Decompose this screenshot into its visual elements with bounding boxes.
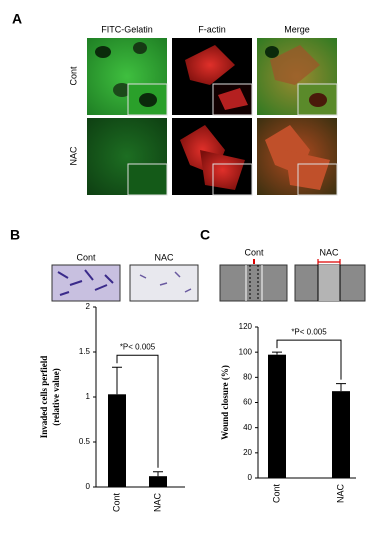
y-tick-label: 1.5 bbox=[79, 347, 91, 356]
annotation: *P< 0.005 bbox=[291, 327, 327, 336]
y-tick-label: 0 bbox=[86, 482, 91, 491]
column-label: F-actin bbox=[198, 24, 226, 34]
image-label: NAC bbox=[319, 247, 339, 257]
error-bar bbox=[336, 383, 346, 392]
column-label: Merge bbox=[284, 24, 310, 34]
image-label: Cont bbox=[76, 252, 96, 262]
y-tick-label: 1 bbox=[86, 392, 91, 401]
error-bar bbox=[153, 471, 163, 477]
micrographs bbox=[51, 264, 199, 302]
micrographs bbox=[219, 259, 366, 302]
bar bbox=[149, 476, 167, 487]
y-tick-label: 20 bbox=[243, 448, 252, 457]
column-label: FITC-Gelatin bbox=[101, 24, 153, 34]
y-tick-label: 120 bbox=[239, 322, 253, 331]
bar bbox=[332, 391, 350, 478]
bar bbox=[268, 354, 286, 478]
panel-label: A bbox=[12, 11, 22, 27]
error-bar bbox=[272, 351, 282, 355]
x-tick-label: Cont bbox=[271, 484, 281, 504]
significance-bracket bbox=[116, 354, 159, 468]
bar bbox=[108, 394, 126, 487]
annotation: *P< 0.005 bbox=[120, 342, 156, 351]
y-tick-label: 0 bbox=[248, 473, 253, 482]
image-label: Cont bbox=[244, 247, 264, 257]
row-label: Cont bbox=[68, 66, 78, 86]
y-tick-label: 80 bbox=[243, 372, 252, 381]
x-tick-label: Cont bbox=[111, 493, 121, 513]
significance-bracket bbox=[276, 339, 342, 380]
panel-label: B bbox=[10, 227, 20, 243]
y-axis-label: Wound closure (%) bbox=[220, 365, 230, 440]
panel-label: C bbox=[200, 227, 210, 243]
y-tick-label: 60 bbox=[243, 398, 252, 407]
row-label: NAC bbox=[68, 146, 78, 166]
y-tick-label: 100 bbox=[239, 347, 253, 356]
x-tick-label: NAC bbox=[335, 484, 345, 504]
y-axis-label: (relative value) bbox=[51, 368, 61, 426]
y-axis-label: Invaded cells perfield bbox=[39, 356, 49, 439]
y-tick-label: 2 bbox=[86, 302, 91, 311]
y-tick-label: 0.5 bbox=[79, 437, 91, 446]
image-label: NAC bbox=[154, 252, 174, 262]
micrographs bbox=[87, 38, 338, 196]
y-tick-label: 40 bbox=[243, 423, 252, 432]
error-bar bbox=[112, 366, 122, 395]
x-tick-label: NAC bbox=[152, 493, 162, 513]
